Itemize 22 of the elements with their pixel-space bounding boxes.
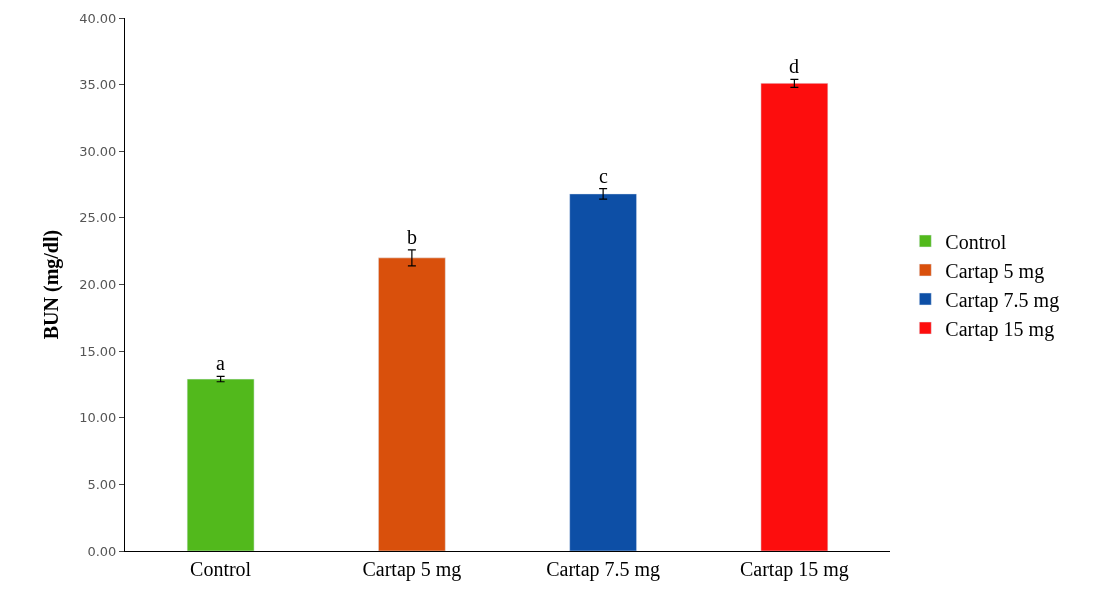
y-tick-label: 25.00	[79, 210, 117, 226]
y-tick-label: 10.00	[79, 410, 117, 426]
annotation: b	[407, 226, 417, 248]
x-tick-label: Cartap 15 mg	[739, 558, 849, 581]
y-tick-label: 20.00	[79, 277, 117, 293]
legend-label: Control	[945, 230, 1007, 253]
y-tick-label: 40.00	[79, 10, 117, 26]
y-tick-label: 0.00	[87, 543, 117, 559]
y-tick-label: 5.00	[87, 476, 117, 492]
annotation: c	[599, 165, 608, 187]
x-tick-label: Cartap 7.5 mg	[546, 558, 661, 581]
x-tick-label: Control	[190, 558, 252, 580]
legend-label: Cartap 7.5 mg	[945, 288, 1060, 312]
y-tick-label: 15.00	[79, 343, 117, 359]
annotation: a	[216, 352, 225, 374]
annotation: d	[789, 55, 799, 77]
legend-label: Cartap 15 mg	[945, 317, 1055, 341]
y-tick-label: 35.00	[79, 77, 117, 93]
y-tick-label: 30.00	[79, 143, 117, 159]
legend-label: Cartap 5 mg	[945, 259, 1045, 283]
y-axis-title: BUN (mg/dl)	[39, 229, 63, 340]
x-tick-label: Cartap 5 mg	[362, 558, 462, 581]
